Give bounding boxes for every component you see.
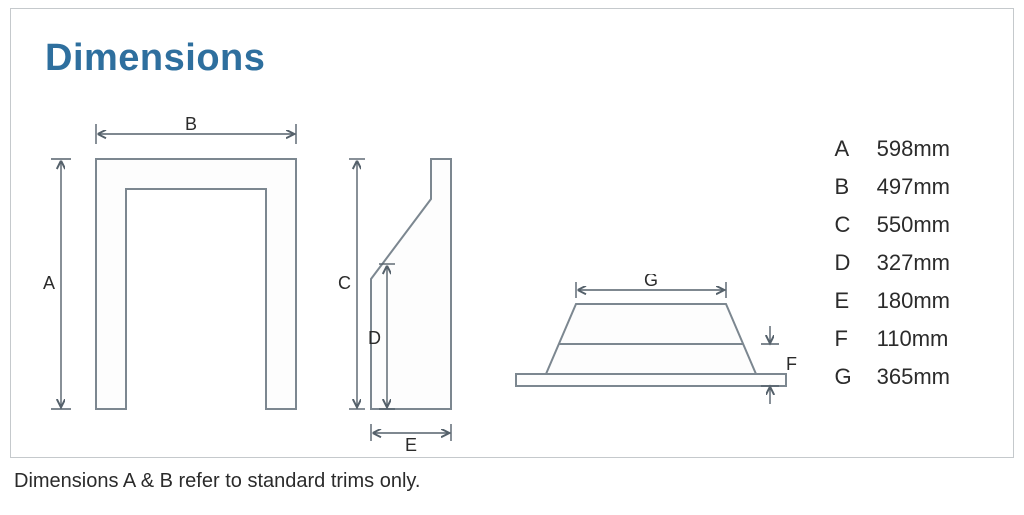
dimension-value: 365mm: [876, 359, 951, 395]
dimension-key: D: [834, 245, 874, 281]
dim-label-d: D: [368, 328, 381, 348]
dimension-row: F110mm: [834, 321, 951, 357]
dimension-value: 327mm: [876, 245, 951, 281]
dimension-value: 550mm: [876, 207, 951, 243]
section-title: Dimensions: [45, 37, 265, 80]
dim-label-g: G: [644, 274, 658, 290]
dim-label-a: A: [43, 273, 55, 293]
dimension-key: B: [834, 169, 874, 205]
dimension-key: G: [834, 359, 874, 395]
dim-label-e: E: [405, 435, 417, 455]
side-view: C D E: [331, 149, 511, 459]
top-view: G F: [511, 274, 801, 444]
dimension-row: C550mm: [834, 207, 951, 243]
dimension-key: E: [834, 283, 874, 319]
dimension-row: B497mm: [834, 169, 951, 205]
dimension-row: G365mm: [834, 359, 951, 395]
footnote: Dimensions A & B refer to standard trims…: [14, 470, 420, 493]
front-view: B A: [41, 114, 306, 434]
dim-label-b: B: [185, 114, 197, 134]
dimension-value: 180mm: [876, 283, 951, 319]
dimension-value: 598mm: [876, 131, 951, 167]
dimension-key: A: [834, 131, 874, 167]
dimension-key: C: [834, 207, 874, 243]
dimension-row: E180mm: [834, 283, 951, 319]
dimension-row: D327mm: [834, 245, 951, 281]
dimension-value: 497mm: [876, 169, 951, 205]
dimension-value: 110mm: [876, 321, 951, 357]
dimension-row: A598mm: [834, 131, 951, 167]
dim-label-c: C: [338, 273, 351, 293]
panel: Dimensions B A: [10, 8, 1014, 458]
dimension-table: A598mmB497mmC550mmD327mmE180mmF110mmG365…: [832, 129, 953, 397]
dimension-key: F: [834, 321, 874, 357]
dim-label-f: F: [786, 354, 797, 374]
page: Dimensions B A: [0, 0, 1024, 515]
